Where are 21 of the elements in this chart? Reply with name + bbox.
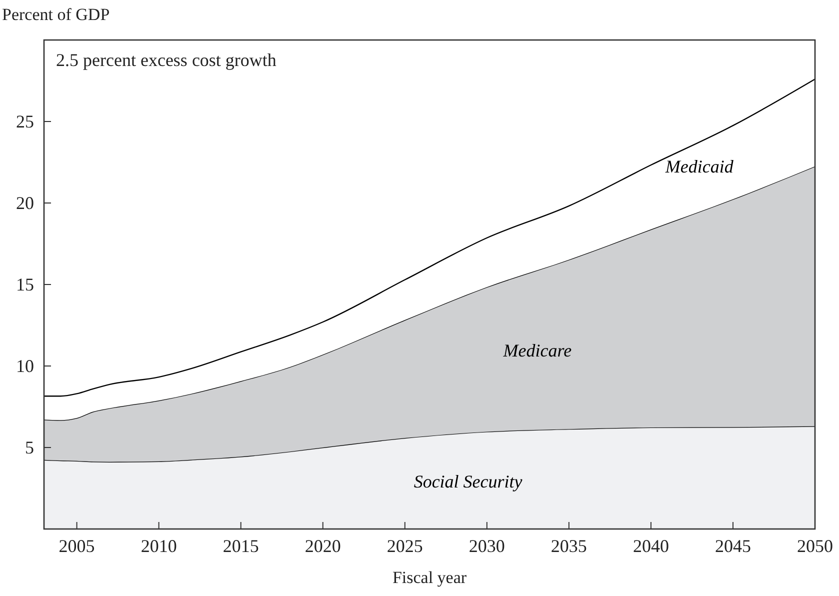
x-tick-label: 2005	[58, 536, 95, 556]
y-tick-label: 20	[16, 192, 34, 213]
x-tick-label: 2050	[797, 536, 833, 556]
x-tick-label: 2030	[468, 536, 505, 556]
y-axis-title: Percent of GDP	[2, 5, 110, 24]
x-tick-label: 2040	[632, 536, 669, 556]
x-axis-title: Fiscal year	[392, 568, 467, 587]
x-tick-label: 2020	[304, 536, 341, 556]
x-tick-label: 2025	[386, 536, 423, 556]
series-label: Medicare	[502, 340, 572, 360]
y-tick-label: 25	[16, 111, 34, 132]
x-tick-label: 2045	[714, 536, 751, 556]
y-tick-label: 5	[25, 437, 34, 458]
y-tick-label: 15	[16, 274, 34, 294]
text: 2.5 percent excess cost growth	[56, 50, 276, 70]
series-label: Social Security	[414, 471, 522, 492]
y-tick-label: 10	[16, 356, 34, 376]
x-tick-label: 2010	[140, 536, 177, 556]
x-tick-label: 2035	[550, 536, 587, 556]
series-label: Medicaid	[664, 156, 734, 176]
x-tick-label: 2015	[222, 536, 259, 556]
